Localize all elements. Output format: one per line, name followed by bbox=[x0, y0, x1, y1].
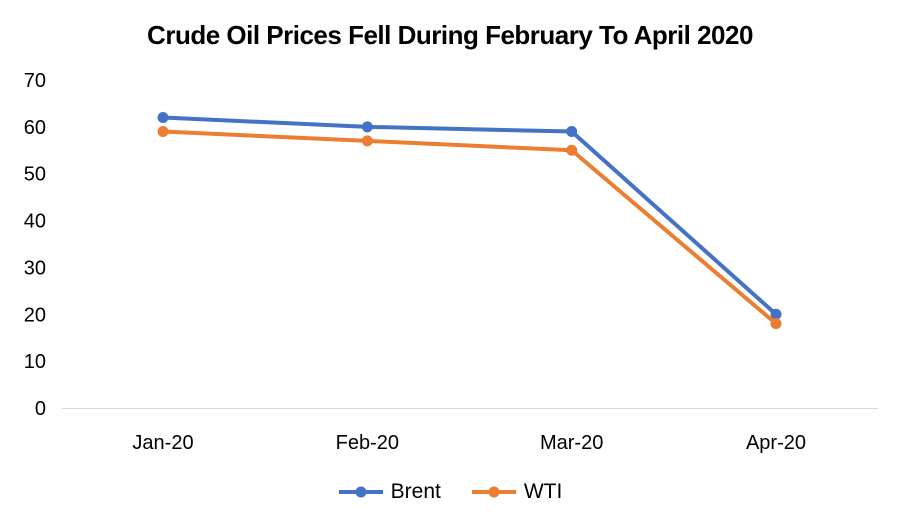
legend-label-brent: Brent bbox=[390, 480, 441, 503]
series-line-wti bbox=[161, 129, 778, 326]
y-tick-label: 0 bbox=[35, 398, 46, 420]
chart-title: Crude Oil Prices Fell During February To… bbox=[147, 20, 753, 50]
legend: Brent WTI bbox=[0, 472, 900, 512]
legend-item-brent: Brent bbox=[338, 480, 441, 504]
legend-marker-wti-icon bbox=[471, 486, 516, 498]
series-line-brent bbox=[161, 115, 778, 317]
data-point-brent-Mar-20 bbox=[566, 126, 578, 138]
x-tick-label: Feb-20 bbox=[336, 432, 399, 454]
x-tick-label: Mar-20 bbox=[540, 432, 603, 454]
y-tick-label: 20 bbox=[24, 304, 46, 326]
data-point-wti-Feb-20 bbox=[361, 135, 373, 147]
legend-marker-brent-icon bbox=[338, 486, 383, 498]
data-point-wti-Jan-20 bbox=[157, 126, 169, 138]
legend-label-wti: WTI bbox=[523, 480, 563, 503]
y-tick-label: 60 bbox=[24, 117, 46, 139]
y-tick-label: 30 bbox=[24, 257, 46, 279]
y-tick-label: 50 bbox=[24, 164, 46, 186]
x-tick-label: Jan-20 bbox=[132, 432, 193, 454]
data-point-wti-Mar-20 bbox=[566, 144, 578, 156]
data-point-wti-Apr-20 bbox=[770, 318, 782, 330]
data-point-brent-Jan-20 bbox=[157, 111, 169, 123]
legend-item-wti: WTI bbox=[471, 480, 562, 504]
y-tick-label: 70 bbox=[24, 70, 46, 92]
x-tick-label: Apr-20 bbox=[746, 432, 806, 454]
y-tick-label: 40 bbox=[24, 211, 46, 233]
data-point-brent-Feb-20 bbox=[361, 121, 373, 133]
y-tick-label: 10 bbox=[24, 351, 46, 373]
data-point-brent-Apr-20 bbox=[770, 308, 782, 320]
